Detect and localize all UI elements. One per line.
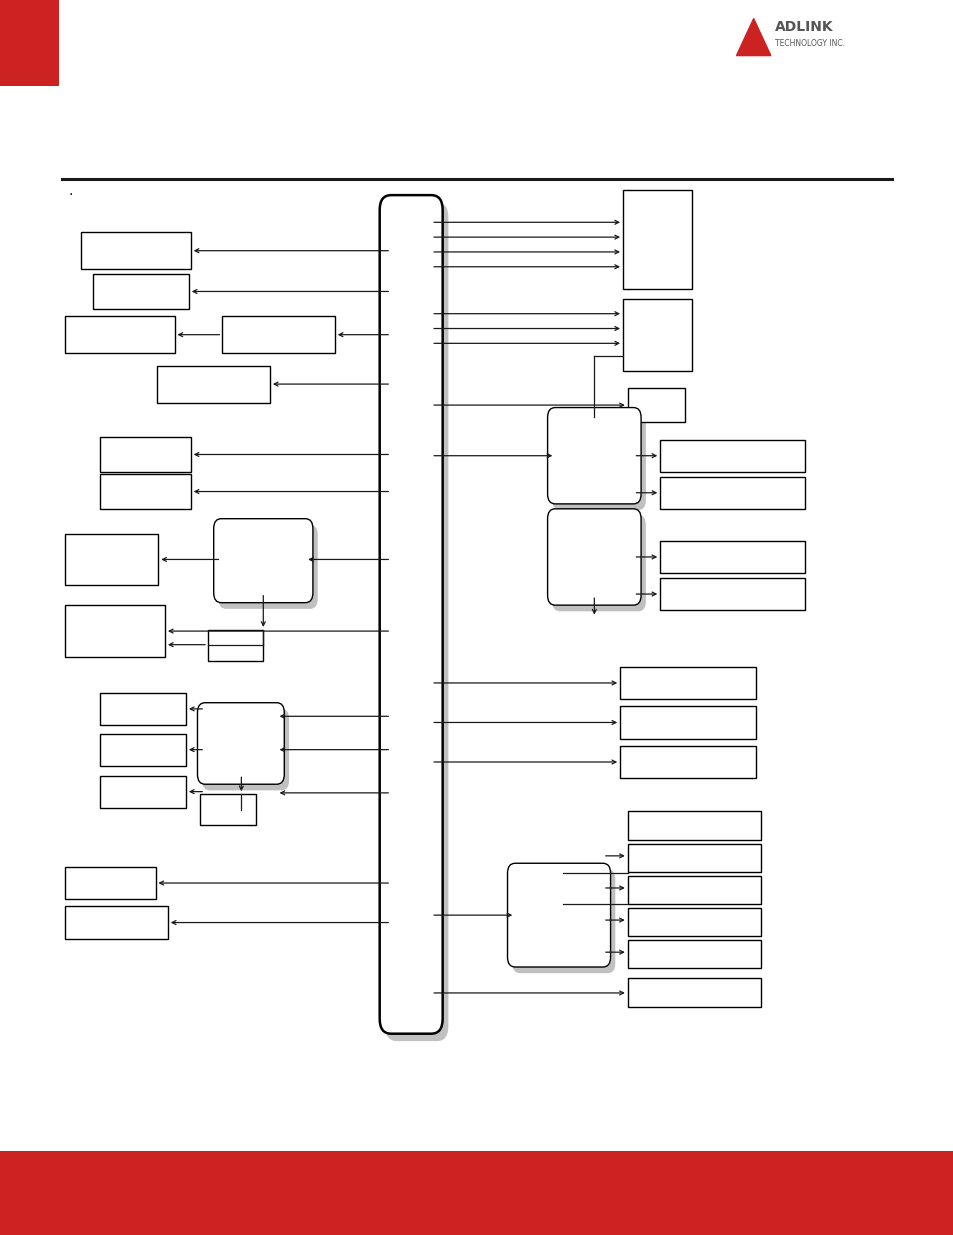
Bar (65, 316, 174, 353)
Bar (659, 578, 804, 610)
Bar (619, 706, 755, 739)
Bar (0, 0, 59, 86)
Bar (619, 667, 755, 699)
Polygon shape (736, 19, 770, 56)
Bar (200, 794, 255, 825)
Bar (222, 316, 335, 353)
Bar (659, 477, 804, 509)
Bar (100, 776, 186, 808)
Bar (659, 440, 804, 472)
FancyBboxPatch shape (547, 509, 640, 605)
Bar (627, 908, 760, 936)
Bar (100, 437, 191, 472)
FancyBboxPatch shape (512, 869, 615, 973)
Bar (0, 1151, 953, 1235)
FancyBboxPatch shape (552, 515, 645, 611)
Bar (659, 541, 804, 573)
Bar (627, 811, 760, 840)
Bar (619, 746, 755, 778)
FancyBboxPatch shape (213, 519, 313, 603)
FancyBboxPatch shape (547, 408, 640, 504)
FancyBboxPatch shape (507, 863, 610, 967)
FancyBboxPatch shape (202, 709, 289, 790)
Text: ADLINK: ADLINK (774, 20, 832, 35)
Bar (65, 605, 165, 657)
Bar (65, 534, 158, 585)
Bar (157, 366, 270, 403)
Bar (627, 978, 760, 1007)
Bar (622, 190, 691, 289)
FancyBboxPatch shape (552, 414, 645, 510)
FancyBboxPatch shape (197, 703, 284, 784)
FancyBboxPatch shape (385, 203, 448, 1041)
Bar (100, 474, 191, 509)
Bar (208, 630, 263, 661)
FancyBboxPatch shape (379, 195, 442, 1034)
Bar (627, 844, 760, 872)
Bar (93, 274, 189, 309)
Bar (627, 940, 760, 968)
Bar (627, 876, 760, 904)
Bar (65, 867, 155, 899)
FancyBboxPatch shape (218, 525, 317, 609)
Bar (81, 232, 191, 269)
Bar (100, 693, 186, 725)
Bar (627, 388, 684, 422)
Text: ·: · (69, 188, 73, 203)
Bar (622, 299, 691, 370)
Bar (100, 734, 186, 766)
Text: TECHNOLOGY INC.: TECHNOLOGY INC. (774, 38, 843, 48)
Bar (65, 906, 168, 939)
